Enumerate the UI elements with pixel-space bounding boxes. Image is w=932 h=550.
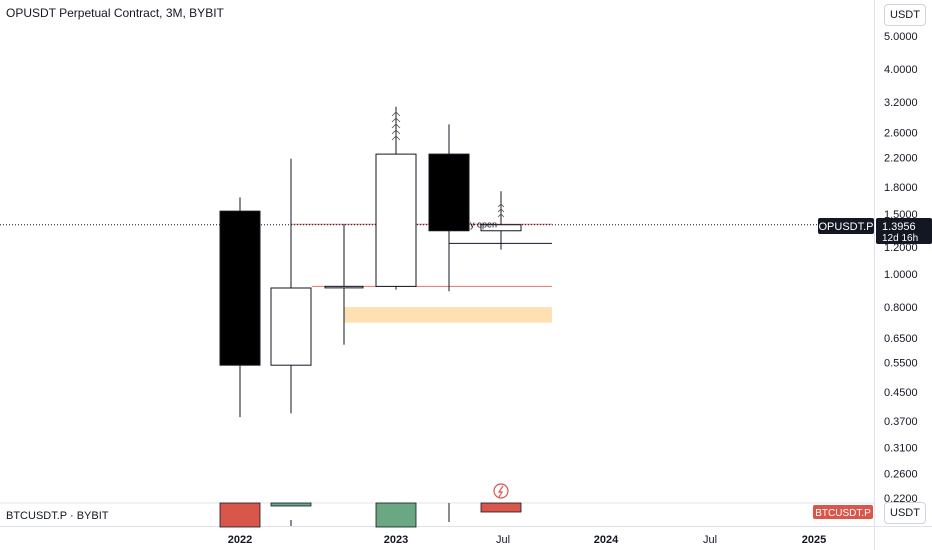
candle (270, 158, 312, 414)
volume-bar (480, 502, 522, 513)
candle-body (219, 210, 261, 366)
price-tick: 1.2000 (884, 242, 918, 254)
time-label: 2023 (384, 534, 408, 546)
candle-body (270, 287, 312, 366)
candle (480, 191, 522, 250)
time-label: 2024 (594, 534, 619, 546)
candle-body (428, 153, 470, 232)
support-zone (344, 307, 552, 323)
price-tick: 1.8000 (884, 182, 918, 194)
price-tick: 0.6500 (884, 333, 918, 345)
price-tick: 2.2000 (884, 152, 918, 164)
volume-bar (375, 502, 417, 528)
price-tick: 4.0000 (884, 64, 918, 76)
candle (324, 224, 364, 345)
currency-button[interactable]: USDT (884, 4, 926, 26)
price-tick: 3.2000 (884, 97, 918, 109)
price-tick: 0.3700 (884, 416, 918, 428)
time-axis[interactable] (0, 526, 932, 527)
signal-markers (391, 111, 505, 218)
candle (375, 106, 417, 290)
bottom-pane-label: BTCUSDT.P · BYBIT (6, 510, 109, 522)
price-tick: 0.4500 (884, 387, 918, 399)
candle (428, 124, 470, 292)
price-tick: 5.0000 (884, 31, 918, 43)
time-label: 2022 (228, 534, 252, 546)
time-label: Jul (703, 534, 717, 546)
chart-title: OPUSDT Perpetual Contract, 3M, BYBIT (6, 6, 224, 20)
price-tick: 0.5500 (884, 357, 918, 369)
current-symbol-label: OPUSDT.P (818, 221, 873, 233)
candle-body (375, 153, 417, 287)
bottom-symbol-badge-text: BTCUSDT.P (815, 508, 871, 519)
price-tick: 0.3100 (884, 442, 918, 454)
volume-bar (270, 502, 312, 507)
bottom-currency-button[interactable]: USDT (884, 502, 926, 524)
lightning-icon[interactable] (493, 483, 509, 499)
candle-body (480, 224, 522, 232)
candle (219, 197, 261, 418)
time-label: Jul (496, 534, 510, 546)
countdown-label: 12d 16h (882, 233, 918, 244)
time-label: 2025 (802, 534, 826, 546)
yearly-open-label: y open (470, 219, 497, 229)
current-price-label: 1.3956 (882, 221, 916, 233)
volume-bar (219, 502, 261, 528)
price-axis[interactable] (874, 0, 875, 550)
price-tick: 0.8000 (884, 302, 918, 314)
candle-body (324, 285, 364, 289)
bottom-symbol-badge: BTCUSDT.P (813, 505, 873, 519)
price-tick: 2.6000 (884, 128, 918, 140)
price-tick: 1.0000 (884, 269, 918, 281)
current-price-tag: OPUSDT.P 1.3956 12d 16h (818, 218, 932, 244)
price-tick: 0.2600 (884, 468, 918, 480)
